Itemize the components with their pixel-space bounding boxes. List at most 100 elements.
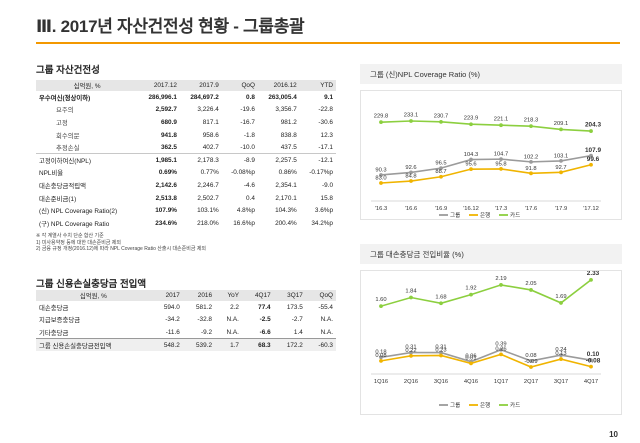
asset-cell: 234.6% (155, 219, 177, 227)
x-tick-label: '16.6 (405, 206, 417, 212)
data-point (559, 158, 563, 163)
asset-cell: 3,226.4 (197, 106, 219, 114)
data-point (439, 166, 443, 171)
asset-cell: -9.0 (321, 181, 333, 189)
asset-cell: 286,996.1 (148, 93, 177, 101)
credit-cell: -6.6 (259, 328, 271, 336)
data-point (469, 122, 473, 127)
asset-cell: -10.0 (240, 143, 255, 151)
note-line: ※ 각 계열사 수치 단순 합산 기준 (36, 233, 104, 239)
data-label: 88.7 (435, 169, 446, 175)
credit-cell: 2.2 (230, 303, 239, 311)
series-line-카드 (380, 120, 592, 132)
table-row: 고정 680.9 817.1 -16.7 981.2 -30.6 (36, 116, 336, 129)
credit-cell: 1.7 (215, 338, 242, 352)
series-line-그룹 (380, 154, 592, 176)
asset-cell: 2,354.1 (275, 181, 297, 189)
credit-cell: 68.3 (241, 338, 274, 352)
asset-cell: 362.5 (160, 143, 177, 151)
data-point (499, 123, 503, 128)
asset-cell: 958.6 (202, 131, 219, 139)
data-point (529, 358, 533, 363)
data-label: 0.06 (465, 354, 476, 360)
data-point (499, 347, 503, 352)
data-point (379, 120, 383, 125)
table-row: 그룹 신용손실충당금전입액 548.2 539.2 1.7 68.3 172.2 -60.3 (36, 338, 336, 352)
asset-table-title: 그룹 자산건전성 (36, 65, 100, 76)
data-label: 2.19 (495, 276, 506, 282)
x-tick-label: '16.3 (375, 206, 387, 212)
asset-cell: 2,592.7 (155, 106, 177, 114)
data-point (589, 129, 593, 133)
x-tick-label: 3Q16 (434, 379, 448, 385)
asset-cell: 0.8 (246, 93, 255, 101)
data-point (589, 364, 593, 369)
page-title: Ⅲ. 2017년 자산건전성 현황 - 그룹총괄 (36, 17, 305, 36)
asset-cell: 817.1 (202, 118, 219, 126)
data-point (559, 357, 563, 361)
table-row: 추정손실 362.5 402.7 -10.0 437.5 -17.1 (36, 141, 336, 154)
credit-cell: 594.0 (163, 303, 180, 311)
asset-cell: -4.6 (243, 181, 255, 189)
data-point (469, 167, 473, 172)
asset-row-label: 대손충당금적립액 (39, 182, 87, 190)
asset-cell: 2,142.6 (155, 181, 177, 189)
series-line-그룹 (380, 348, 592, 363)
data-label: 0.31 (405, 345, 416, 351)
data-point (379, 304, 383, 309)
data-point (499, 283, 503, 287)
credit-cell: -11.6 (165, 328, 180, 336)
data-label: 92.6 (405, 165, 416, 171)
x-tick-label: 1Q16 (374, 379, 388, 385)
asset-cell: 0.4 (246, 194, 255, 202)
credit-header-cell: 3Q17 (273, 290, 306, 301)
asset-cell: 0.69% (158, 169, 177, 177)
asset-cell: 3.6%p (314, 207, 333, 215)
asset-header-cell: QoQ (221, 80, 258, 91)
data-label: 84.8 (405, 174, 416, 180)
asset-cell: 680.9 (160, 118, 177, 126)
data-label: 91.8 (525, 166, 536, 172)
asset-cell: 981.2 (280, 118, 297, 126)
credit-row-label: 기타충당금 (39, 329, 69, 337)
data-label: 0.08 (525, 353, 536, 359)
legend-label: 그룹 (450, 402, 460, 409)
data-label: -0.09 (524, 359, 537, 365)
credit-cell: 173.5 (286, 303, 303, 311)
asset-cell: 263,005.4 (268, 93, 297, 101)
data-label: 0.01 (465, 355, 476, 361)
asset-row-label: NPL비율 (39, 170, 64, 178)
credit-header-cell: QoQ (305, 290, 336, 301)
data-label: 223.9 (464, 116, 479, 122)
data-point (529, 365, 533, 369)
asset-cell: -30.6 (318, 118, 333, 126)
chart1-title: 그룹 (신)NPL Coverage Ratio (%) (360, 64, 622, 84)
credit-cell: -2.7 (291, 316, 303, 324)
credit-cell: N.A. (320, 316, 333, 324)
asset-cell: 941.8 (160, 131, 177, 139)
data-point (529, 288, 533, 292)
data-point (559, 170, 563, 175)
note-line: 1) 미사용약정 등에 대한 대손준비금 제외 (36, 239, 121, 246)
data-point (379, 181, 383, 185)
table-row: 고정이하여신(NPL) 1,985.1 2,178.3 -8.9 2,257.5 -12.… (36, 153, 336, 167)
asset-header-cell: 2017.9 (179, 80, 222, 91)
data-label: 0.08 (375, 353, 386, 359)
asset-cell: -0.08%p (231, 169, 255, 177)
data-label: 0.31 (435, 345, 446, 351)
asset-cell: -0.17%p (309, 169, 333, 177)
data-point (439, 350, 443, 355)
data-label: 218.3 (524, 118, 539, 124)
data-label: 1.84 (405, 289, 417, 295)
data-label: 1.68 (435, 294, 446, 300)
data-point (499, 157, 503, 162)
asset-row-label: (신) NPL Coverage Ratio(2) (39, 208, 118, 216)
asset-cell: 34.2%p (311, 219, 333, 227)
asset-cell: 838.8 (280, 131, 297, 139)
table-row: 요주의 2,592.7 3,226.4 -19.6 3,356.7 -22.8 (36, 104, 336, 117)
data-label: 0.24 (555, 347, 567, 353)
asset-cell: 0.77% (200, 169, 219, 177)
asset-cell: -8.9 (221, 153, 258, 167)
credit-row-label: 지급보증충당금 (39, 317, 81, 325)
asset-cell: 284,697.2 (190, 93, 219, 101)
